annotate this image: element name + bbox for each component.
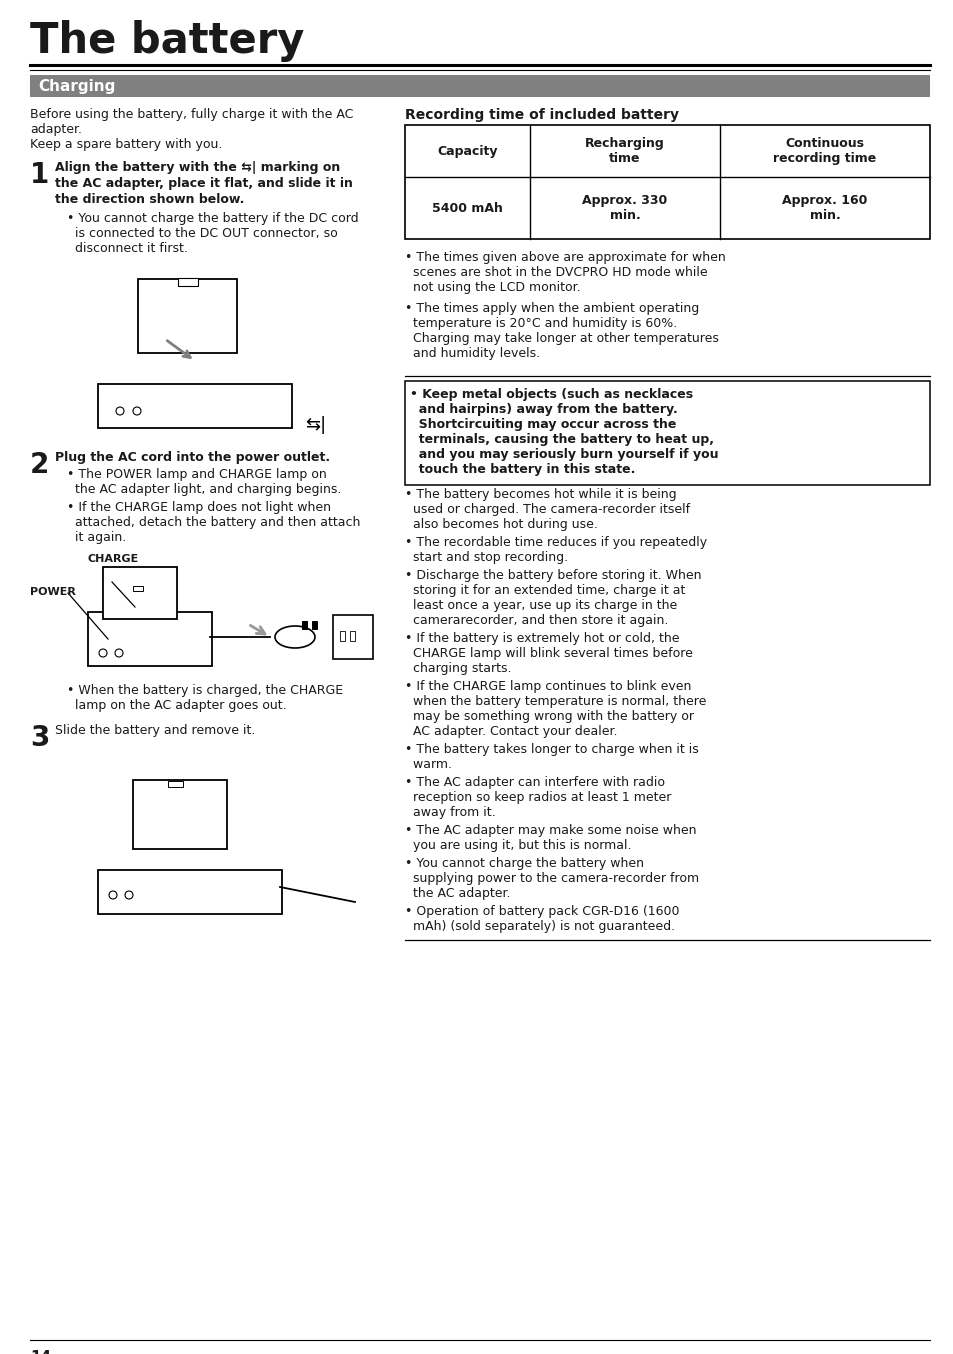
Text: • The AC adapter may make some noise when: • The AC adapter may make some noise whe…: [405, 825, 696, 837]
Text: away from it.: away from it.: [405, 806, 496, 819]
Text: • You cannot charge the battery when: • You cannot charge the battery when: [405, 857, 643, 871]
Text: and humidity levels.: and humidity levels.: [405, 347, 539, 360]
Circle shape: [115, 649, 123, 657]
Text: Charging may take longer at other temperatures: Charging may take longer at other temper…: [405, 332, 719, 345]
Text: start and stop recording.: start and stop recording.: [405, 551, 568, 565]
Text: scenes are shot in the DVCPRO HD mode while: scenes are shot in the DVCPRO HD mode wh…: [405, 265, 707, 279]
Text: 2: 2: [30, 451, 50, 479]
Text: warm.: warm.: [405, 758, 452, 770]
Circle shape: [125, 891, 132, 899]
Text: may be something wrong with the battery or: may be something wrong with the battery …: [405, 709, 693, 723]
Text: Continuous
recording time: Continuous recording time: [773, 137, 876, 165]
Bar: [178, 278, 198, 286]
Bar: [339, 631, 345, 640]
Text: Capacity: Capacity: [436, 145, 497, 157]
Text: • If the CHARGE lamp does not light when: • If the CHARGE lamp does not light when: [67, 501, 331, 515]
Text: when the battery temperature is normal, there: when the battery temperature is normal, …: [405, 695, 705, 708]
Text: the AC adapter, place it flat, and slide it in: the AC adapter, place it flat, and slide…: [55, 177, 353, 190]
Text: temperature is 20°C and humidity is 60%.: temperature is 20°C and humidity is 60%.: [405, 317, 677, 330]
Text: • If the battery is extremely hot or cold, the: • If the battery is extremely hot or col…: [405, 632, 679, 645]
Text: charging starts.: charging starts.: [405, 662, 511, 676]
Text: • If the CHARGE lamp continues to blink even: • If the CHARGE lamp continues to blink …: [405, 680, 691, 693]
FancyBboxPatch shape: [88, 612, 212, 666]
Text: • When the battery is charged, the CHARGE: • When the battery is charged, the CHARG…: [67, 684, 343, 697]
Circle shape: [109, 891, 117, 899]
Bar: [333, 615, 373, 659]
Text: mAh) (sold separately) is not guaranteed.: mAh) (sold separately) is not guaranteed…: [405, 919, 675, 933]
Text: terminals, causing the battery to heat up,: terminals, causing the battery to heat u…: [410, 433, 713, 445]
Text: is connected to the DC OUT connector, so: is connected to the DC OUT connector, so: [67, 227, 337, 240]
Bar: [168, 781, 183, 787]
Text: camerarecorder, and then store it again.: camerarecorder, and then store it again.: [405, 613, 668, 627]
Text: and you may seriously burn yourself if you: and you may seriously burn yourself if y…: [410, 448, 718, 460]
Text: the AC adapter light, and charging begins.: the AC adapter light, and charging begin…: [67, 483, 341, 496]
Bar: [30, 74, 929, 97]
Bar: [302, 621, 307, 630]
FancyBboxPatch shape: [138, 279, 236, 353]
Text: Plug the AC cord into the power outlet.: Plug the AC cord into the power outlet.: [55, 451, 330, 464]
Text: • The POWER lamp and CHARGE lamp on: • The POWER lamp and CHARGE lamp on: [67, 468, 327, 481]
Text: and hairpins) away from the battery.: and hairpins) away from the battery.: [410, 403, 677, 416]
Bar: [405, 380, 929, 485]
Text: Approx. 160
min.: Approx. 160 min.: [781, 194, 867, 222]
Text: Keep a spare battery with you.: Keep a spare battery with you.: [30, 138, 222, 152]
Bar: [405, 125, 929, 240]
Text: also becomes hot during use.: also becomes hot during use.: [405, 519, 598, 531]
Bar: [312, 621, 316, 630]
Text: • Discharge the battery before storing it. When: • Discharge the battery before storing i…: [405, 569, 700, 582]
Text: Slide the battery and remove it.: Slide the battery and remove it.: [55, 724, 255, 737]
Text: • The times given above are approximate for when: • The times given above are approximate …: [405, 250, 725, 264]
Ellipse shape: [274, 626, 314, 649]
Text: • Operation of battery pack CGR-D16 (1600: • Operation of battery pack CGR-D16 (160…: [405, 904, 679, 918]
Text: Shortcircuiting may occur across the: Shortcircuiting may occur across the: [410, 418, 676, 431]
Text: The battery: The battery: [30, 20, 304, 62]
Circle shape: [99, 649, 107, 657]
Text: you are using it, but this is normal.: you are using it, but this is normal.: [405, 839, 631, 852]
Text: AC adapter. Contact your dealer.: AC adapter. Contact your dealer.: [405, 724, 617, 738]
Text: the direction shown below.: the direction shown below.: [55, 194, 244, 206]
Text: least once a year, use up its charge in the: least once a year, use up its charge in …: [405, 598, 677, 612]
Text: adapter.: adapter.: [30, 123, 82, 135]
Circle shape: [132, 408, 141, 414]
Text: • Keep metal objects (such as necklaces: • Keep metal objects (such as necklaces: [410, 389, 693, 401]
Text: • The recordable time reduces if you repeatedly: • The recordable time reduces if you rep…: [405, 536, 706, 548]
Text: ⇆|: ⇆|: [305, 416, 326, 435]
Bar: [132, 586, 143, 590]
Text: storing it for an extended time, charge it at: storing it for an extended time, charge …: [405, 584, 684, 597]
Text: CHARGE: CHARGE: [88, 554, 139, 565]
Text: • The battery becomes hot while it is being: • The battery becomes hot while it is be…: [405, 487, 676, 501]
FancyBboxPatch shape: [98, 385, 292, 428]
Text: Charging: Charging: [38, 79, 115, 93]
Text: reception so keep radios at least 1 meter: reception so keep radios at least 1 mete…: [405, 791, 671, 804]
Text: 5400 mAh: 5400 mAh: [432, 202, 502, 214]
Text: • The battery takes longer to charge when it is: • The battery takes longer to charge whe…: [405, 743, 698, 756]
Text: Recording time of included battery: Recording time of included battery: [405, 108, 679, 122]
Text: 3: 3: [30, 724, 50, 751]
Bar: [350, 631, 355, 640]
Text: lamp on the AC adapter goes out.: lamp on the AC adapter goes out.: [67, 699, 286, 712]
Text: the AC adapter.: the AC adapter.: [405, 887, 510, 900]
Text: Before using the battery, fully charge it with the AC: Before using the battery, fully charge i…: [30, 108, 353, 121]
Text: not using the LCD monitor.: not using the LCD monitor.: [405, 282, 580, 294]
FancyBboxPatch shape: [103, 567, 177, 619]
Text: Align the battery with the ⇆| marking on: Align the battery with the ⇆| marking on: [55, 161, 340, 175]
Text: POWER: POWER: [30, 588, 76, 597]
Text: • The AC adapter can interfere with radio: • The AC adapter can interfere with radi…: [405, 776, 664, 789]
Text: used or charged. The camera-recorder itself: used or charged. The camera-recorder its…: [405, 502, 689, 516]
Text: touch the battery in this state.: touch the battery in this state.: [410, 463, 635, 477]
Text: Approx. 330
min.: Approx. 330 min.: [581, 194, 667, 222]
Text: 1: 1: [30, 161, 50, 190]
Text: CHARGE lamp will blink several times before: CHARGE lamp will blink several times bef…: [405, 647, 692, 659]
Text: it again.: it again.: [67, 531, 126, 544]
Text: 14: 14: [30, 1350, 51, 1354]
Circle shape: [116, 408, 124, 414]
Text: attached, detach the battery and then attach: attached, detach the battery and then at…: [67, 516, 360, 529]
Text: supplying power to the camera-recorder from: supplying power to the camera-recorder f…: [405, 872, 699, 886]
FancyBboxPatch shape: [98, 871, 282, 914]
Text: Recharging
time: Recharging time: [584, 137, 664, 165]
Text: • The times apply when the ambient operating: • The times apply when the ambient opera…: [405, 302, 699, 315]
FancyBboxPatch shape: [132, 780, 227, 849]
Text: disconnect it first.: disconnect it first.: [67, 242, 188, 255]
Text: • You cannot charge the battery if the DC cord: • You cannot charge the battery if the D…: [67, 213, 358, 225]
